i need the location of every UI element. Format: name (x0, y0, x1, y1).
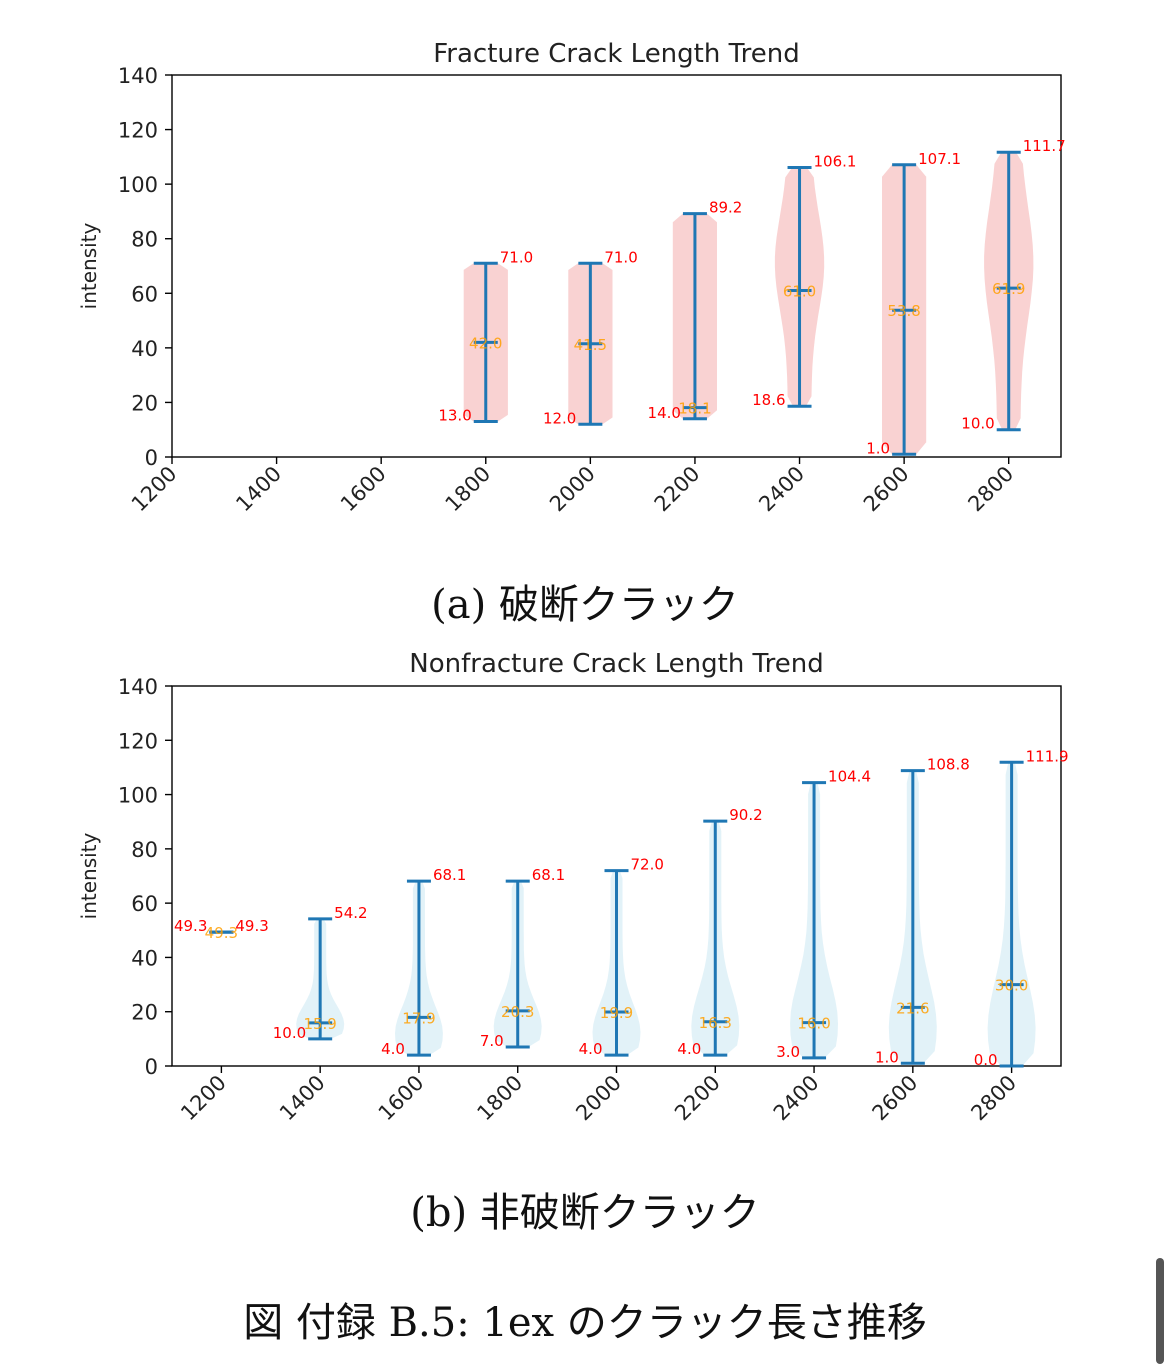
y-tick-label: 80 (131, 228, 158, 252)
y-axis-label: intensity (77, 832, 101, 919)
min-value-label: 4.0 (381, 1040, 405, 1058)
min-value-label: 18.6 (752, 391, 785, 409)
x-tick-label: 2200 (650, 462, 705, 517)
max-value-label: 89.2 (709, 199, 742, 217)
min-value-label: 4.0 (677, 1040, 701, 1058)
y-tick-label: 100 (118, 173, 158, 197)
x-tick-label: 2400 (769, 1071, 824, 1126)
x-tick-label: 2600 (868, 1071, 923, 1126)
max-value-label: 72.0 (631, 856, 664, 874)
min-value-label: 10.0 (273, 1024, 306, 1042)
max-value-label: 54.2 (334, 904, 367, 922)
y-tick-label: 140 (118, 64, 158, 88)
caption-a: (a) 破断クラック (431, 582, 739, 628)
max-value-label: 111.9 (1026, 747, 1069, 765)
median-value-label: 30.0 (995, 977, 1028, 995)
min-value-label: 3.0 (776, 1043, 800, 1061)
median-value-label: 19.9 (600, 1004, 633, 1022)
max-value-label: 107.1 (918, 150, 961, 168)
median-value-label: 16.3 (699, 1014, 732, 1032)
x-tick-label: 1400 (231, 462, 286, 517)
min-value-label: 10.0 (961, 415, 994, 433)
x-tick-label: 1800 (441, 462, 496, 517)
y-tick-label: 20 (131, 1001, 158, 1025)
min-value-label: 12.0 (543, 409, 576, 427)
x-tick-label: 2600 (859, 462, 914, 517)
max-value-label: 68.1 (433, 866, 466, 884)
y-tick-label: 60 (131, 282, 158, 306)
scrollbar[interactable] (1156, 1258, 1164, 1364)
fracture-violin-chart: Fracture Crack Length Trend 0 20 40 60 80 100 1… (77, 39, 1066, 517)
y-tick-label: 120 (118, 119, 158, 143)
max-value-label: 49.3 (235, 917, 268, 935)
y-tick-label: 80 (131, 838, 158, 862)
min-value-label: 0.0 (974, 1051, 998, 1069)
caption-b: (b) 非破断クラック (410, 1190, 760, 1236)
min-value-label: 1.0 (866, 439, 890, 457)
median-value-label: 42.0 (469, 334, 502, 352)
max-value-label: 108.8 (927, 756, 970, 774)
y-tick-label: 0 (145, 446, 158, 470)
y-tick-label: 40 (131, 337, 158, 361)
x-tick-label: 1400 (275, 1071, 330, 1126)
y-tick-label: 60 (131, 892, 158, 916)
x-tick-label: 1600 (374, 1071, 429, 1126)
x-tick-label: 2400 (754, 462, 809, 517)
min-value-label: 7.0 (480, 1032, 504, 1050)
y-tick-label: 120 (118, 729, 158, 753)
plot-frame (171, 74, 1062, 458)
x-tick-label: 2800 (963, 462, 1018, 517)
min-value-label: 4.0 (579, 1040, 603, 1058)
x-tick-label: 2000 (545, 462, 600, 517)
y-tick-label: 140 (118, 675, 158, 699)
y-tick-label: 100 (118, 784, 158, 808)
max-value-label: 68.1 (532, 866, 565, 884)
median-value-label: 41.5 (574, 336, 607, 354)
chart-title: Fracture Crack Length Trend (433, 39, 800, 69)
min-value-label: 49.3 (174, 917, 207, 935)
min-value-label: 14.0 (648, 404, 681, 422)
median-value-label: 18.1 (678, 400, 711, 418)
max-value-label: 104.4 (828, 768, 871, 786)
max-value-label: 111.7 (1023, 137, 1066, 155)
x-tick-label: 2200 (670, 1071, 725, 1126)
median-value-label: 16.0 (797, 1015, 830, 1033)
median-value-label: 53.8 (887, 302, 920, 320)
figure-caption: 図 付録 B.5: 1ex のクラック長さ推移 (243, 1300, 927, 1346)
median-value-label: 21.6 (896, 999, 929, 1017)
x-tick-label: 1200 (176, 1071, 231, 1126)
median-value-label: 61.0 (783, 283, 816, 301)
min-value-label: 1.0 (875, 1048, 899, 1066)
x-tick-label: 2000 (571, 1071, 626, 1126)
median-value-label: 61.9 (992, 280, 1025, 298)
nonfracture-violin-chart: Nonfracture Crack Length Trend 0 20 40 60 80 1… (77, 649, 1069, 1126)
max-value-label: 90.2 (729, 806, 762, 824)
y-tick-label: 40 (131, 946, 158, 970)
chart-title: Nonfracture Crack Length Trend (409, 649, 823, 679)
y-tick-label: 0 (145, 1055, 158, 1079)
y-tick-label: 20 (131, 391, 158, 415)
max-value-label: 71.0 (500, 248, 533, 266)
median-value-label: 20.3 (501, 1003, 534, 1021)
min-value-label: 13.0 (438, 407, 471, 425)
median-value-label: 15.9 (303, 1015, 336, 1033)
median-value-label: 17.9 (402, 1009, 435, 1027)
max-value-label: 106.1 (814, 152, 857, 170)
max-value-label: 71.0 (604, 248, 637, 266)
x-tick-label: 1800 (472, 1071, 527, 1126)
median-value-label: 49.3 (205, 924, 238, 942)
x-tick-label: 1600 (336, 462, 391, 517)
x-tick-label: 2800 (966, 1071, 1021, 1126)
y-axis-label: intensity (77, 222, 101, 309)
